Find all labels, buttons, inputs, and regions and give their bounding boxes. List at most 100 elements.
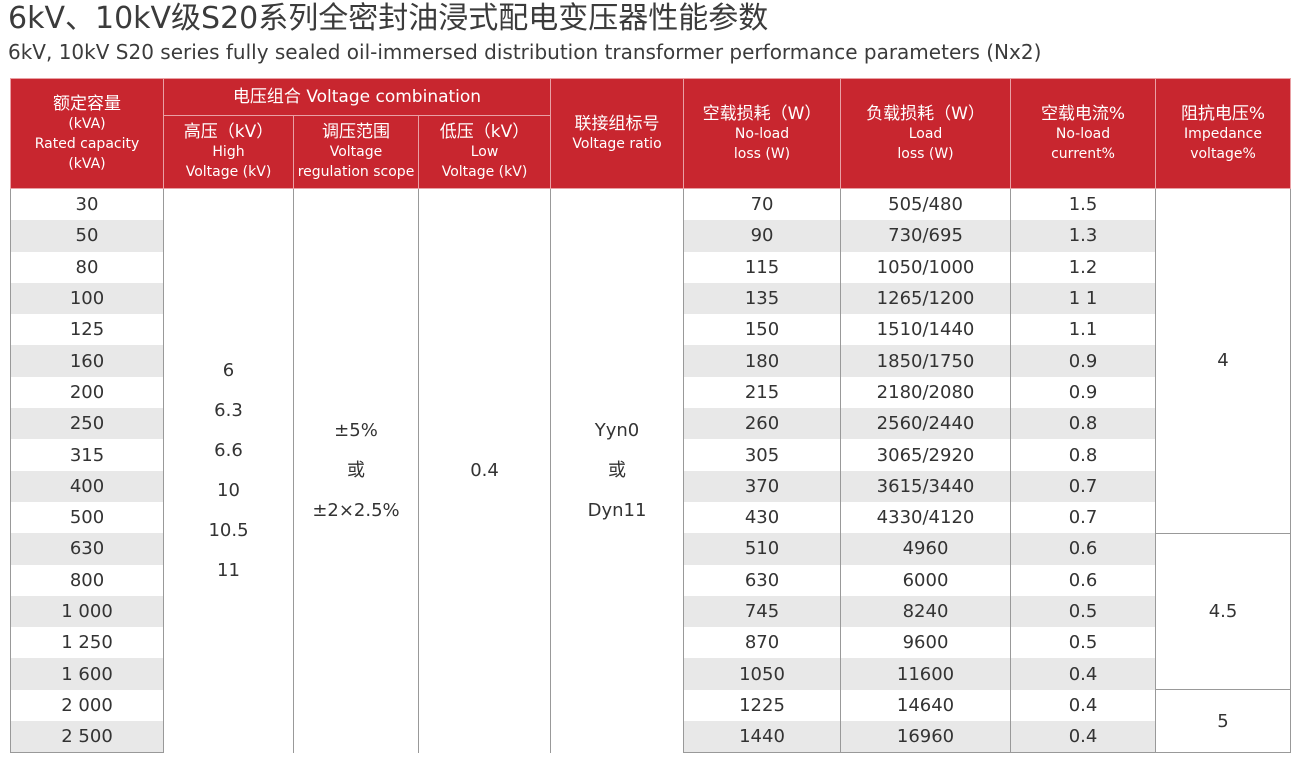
cell: 125 <box>10 314 164 346</box>
cell: 1 1 <box>1010 282 1157 315</box>
header-line: Load <box>908 125 943 142</box>
header-line: No-load <box>734 125 790 142</box>
merged-cell: 6 6.3 6.6 10 10.5 11 <box>163 188 294 753</box>
cell: 1.1 <box>1010 314 1157 346</box>
header-line: loss (W) <box>733 145 791 162</box>
cell-line: 6 <box>222 359 235 381</box>
cell: 115 <box>683 251 842 283</box>
header-cell: 空载损耗（W） No-load loss (W) <box>683 78 842 189</box>
table-row: 100 135 1265/1200 1 1 <box>10 282 1291 315</box>
header-line: loss (W) <box>897 145 954 162</box>
merged-cell: ±5% 或 ±2×2.5% <box>293 188 419 753</box>
cell: 14640 <box>840 689 1012 722</box>
cell: 400 <box>10 470 164 502</box>
cell: 0.5 <box>1010 595 1157 628</box>
cell: 9600 <box>840 627 1012 659</box>
header-line: 负载损耗（W） <box>866 103 985 124</box>
cell: 215 <box>683 376 842 409</box>
cell: 2 500 <box>10 721 164 754</box>
cell: 1850/1750 <box>840 345 1012 377</box>
table-row: 1 600 1050 11600 0.4 <box>10 658 1291 690</box>
cell: 150 <box>683 314 842 346</box>
cell-line: 6.3 <box>214 399 243 421</box>
table-row: 2 500 1440 16960 0.4 <box>10 721 1291 754</box>
table-row: 30 6 6.3 6.6 10 10.5 11 ±5% 或 ±2×2.5% 0.4 Yyn0 或 Dyn1… <box>10 188 1292 753</box>
cell: 100 <box>10 282 164 315</box>
table-row: 80 115 1050/1000 1.2 <box>10 251 1291 283</box>
table-row: 500 430 4330/4120 0.7 <box>10 501 1291 534</box>
header-line: voltage% <box>1190 145 1256 162</box>
cell-line: 或 <box>347 459 365 481</box>
table-row: 800 630 6000 0.6 <box>10 564 1291 596</box>
header-cell: 负载损耗（W） Load loss (W) <box>840 78 1012 189</box>
cell-line: 10 <box>217 479 240 501</box>
header-line: (kVA) <box>68 155 106 172</box>
header-line: Impedance <box>1184 125 1262 142</box>
cell: 1225 <box>683 689 842 722</box>
cell: 0.5 <box>1010 627 1157 659</box>
header-line: Voltage (kV) <box>441 164 528 180</box>
table-row: 250 260 2560/2440 0.8 <box>10 408 1291 440</box>
header-cell: 调压范围 Voltage regulation scope <box>293 115 419 189</box>
cell: 180 <box>683 345 842 377</box>
cell: 730/695 <box>840 220 1012 252</box>
cell: 315 <box>10 439 164 471</box>
header-line: Voltage (kV) <box>185 164 272 180</box>
cell: 1265/1200 <box>840 282 1012 315</box>
cell: 50 <box>10 220 164 252</box>
table-row: 1 250 870 9600 0.5 <box>10 627 1291 659</box>
cell: 0.8 <box>1010 439 1157 471</box>
cell: 1 250 <box>10 627 164 659</box>
cell: 0.7 <box>1010 501 1157 534</box>
header-cell: 空载电流% No-load current% <box>1010 78 1157 189</box>
table-row: 630 510 4960 0.6 4.5 <box>10 532 1292 691</box>
header-cell: 低压（kV） Low Voltage (kV) <box>417 115 552 189</box>
cell: 0.4 <box>1010 658 1157 690</box>
cell: 1.5 <box>1010 188 1157 221</box>
header-line: Rated capacity <box>34 135 140 152</box>
cell: 0.9 <box>1010 345 1157 377</box>
cell: 3615/3440 <box>840 470 1012 502</box>
header-line: 联接组标号 <box>574 113 660 134</box>
cell: 305 <box>683 439 842 471</box>
cell: 1 000 <box>10 595 164 628</box>
cell: 90 <box>683 220 842 252</box>
header-line: 空载电流% <box>1040 103 1126 124</box>
table-row: 125 150 1510/1440 1.1 <box>10 314 1291 346</box>
cell: 30 <box>10 188 164 221</box>
cell-line: Yyn0 <box>594 419 640 441</box>
header-line: 高压（kV） <box>183 122 274 142</box>
cell: 250 <box>10 408 164 440</box>
cell: 1 600 <box>10 658 164 690</box>
header-line: current% <box>1051 145 1115 162</box>
table-row: 1 000 745 8240 0.5 <box>10 595 1291 628</box>
cell-line: Dyn11 <box>587 499 647 521</box>
cell: 4960 <box>840 533 1012 565</box>
header-cell: 联接组标号 Voltage ratio <box>550 78 685 189</box>
cell: 500 <box>10 501 164 534</box>
header-cell: 阻抗电压% Impedance voltage% <box>1155 78 1292 189</box>
cell: 11600 <box>840 658 1012 690</box>
cell: 4330/4120 <box>840 501 1012 534</box>
cell: 0.8 <box>1010 408 1157 440</box>
cell: 1440 <box>683 721 842 754</box>
header-line: (kVA) <box>68 115 106 132</box>
header-line: Low <box>470 144 499 160</box>
cell: 0.4 <box>1010 721 1157 754</box>
cell: 870 <box>683 627 842 659</box>
cell-line: 10.5 <box>208 519 249 541</box>
impedance-cell: 4.5 <box>1155 532 1292 691</box>
cell: 800 <box>10 564 164 596</box>
cell: 630 <box>10 533 164 565</box>
table-body: 30 6 6.3 6.6 10 10.5 11 ±5% 或 ±2×2.5% 0.4 Yyn0 或 Dyn1… <box>10 188 1292 754</box>
cell: 16960 <box>840 721 1012 754</box>
cell: 1510/1440 <box>840 314 1012 346</box>
cell: 430 <box>683 501 842 534</box>
cell: 1050 <box>683 658 842 690</box>
header-line: Voltage ratio <box>572 135 662 152</box>
table-row: 160 180 1850/1750 0.9 <box>10 345 1291 377</box>
cell: 8240 <box>840 595 1012 628</box>
cell: 0.7 <box>1010 470 1157 502</box>
header-line: High <box>212 144 245 160</box>
header-line: 空载损耗（W） <box>702 103 822 124</box>
